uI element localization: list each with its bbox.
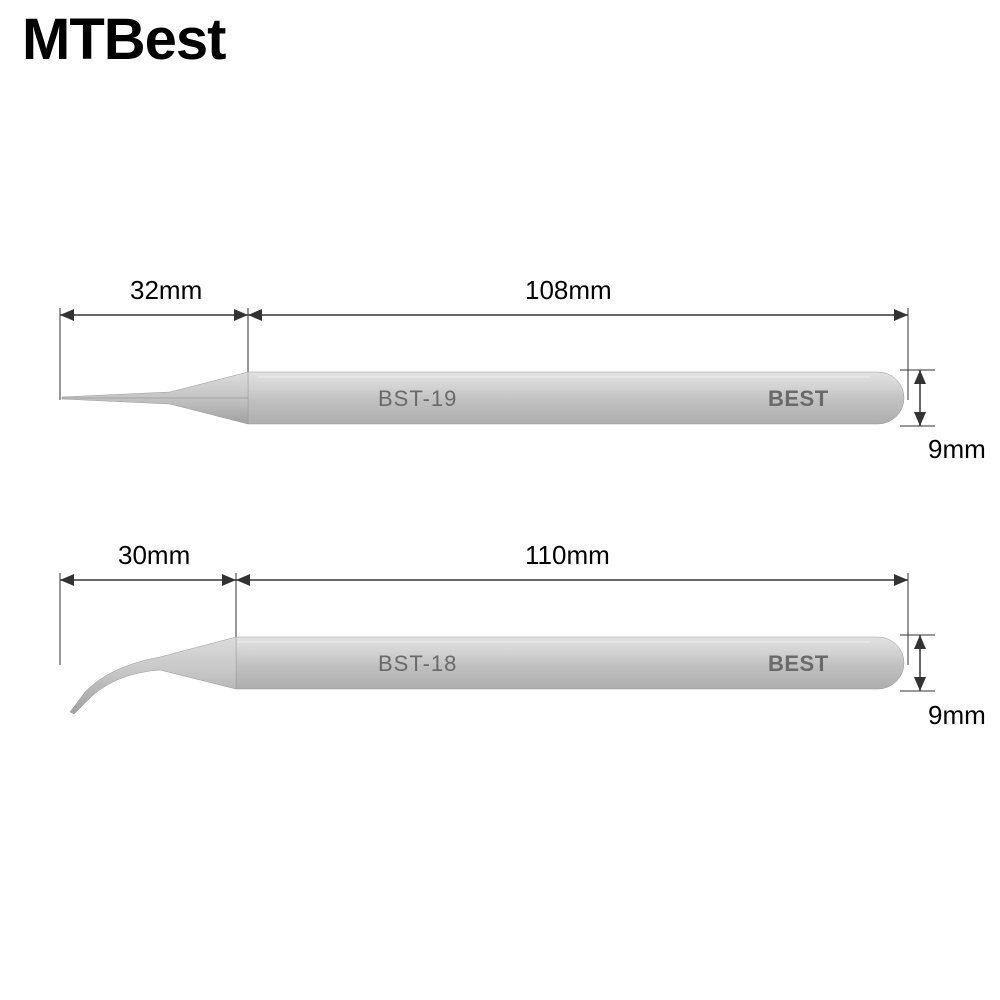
diagram-svg [0,0,1000,1000]
dim-body-length-19: 108mm [525,275,612,306]
dim-body-length-18: 110mm [525,540,610,571]
dim-tip-length-19: 32mm [130,275,202,306]
product-logo-18: BEST [768,651,829,677]
model-label-18: BST-18 [378,651,457,677]
model-label-19: BST-19 [378,386,457,412]
dim-width-bottom [900,635,935,691]
dim-width-18: 9mm [928,700,986,731]
product-logo-19: BEST [768,386,829,412]
dim-tip-length-18: 30mm [118,540,190,571]
dim-width-top [900,370,935,426]
dim-width-19: 9mm [928,434,986,465]
